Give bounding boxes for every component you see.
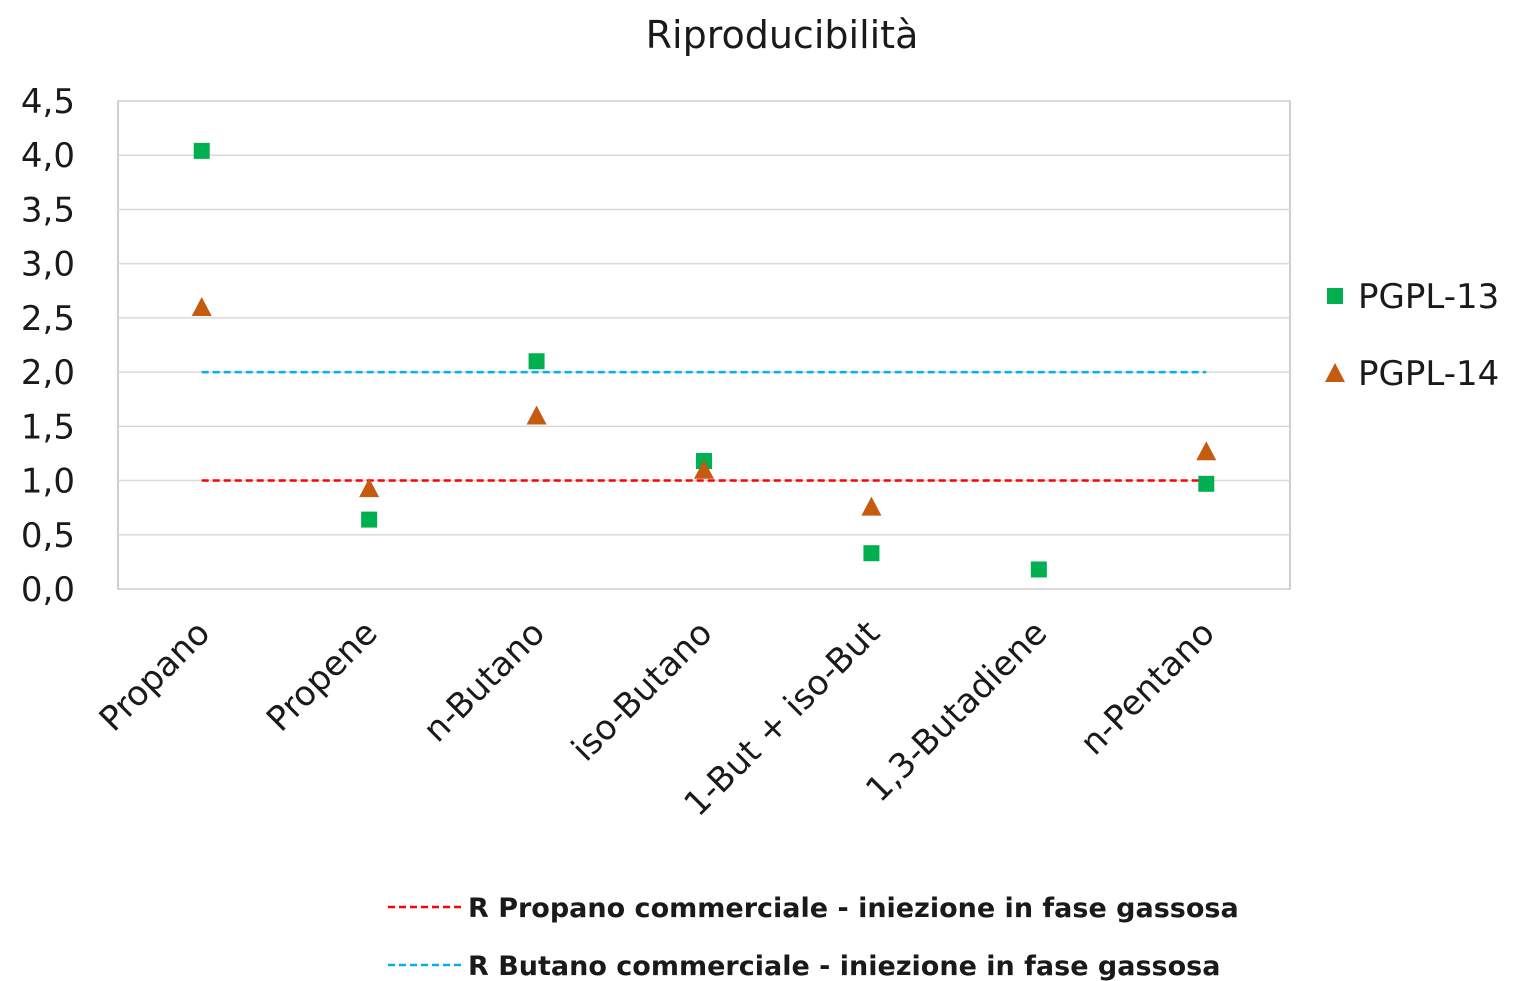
y-tick-label: 2,5 [21, 299, 75, 339]
legend-label: PGPL-13 [1358, 277, 1499, 317]
square-marker [1030, 561, 1047, 578]
reference-legend-label: R Propano commerciale - iniezione in fas… [468, 893, 1239, 924]
square-marker [361, 511, 378, 528]
x-category-label: Propene [259, 613, 386, 740]
x-category-label: n-Pentano [1073, 613, 1223, 763]
y-tick-label: 4,0 [21, 136, 75, 176]
y-tick-label: 3,0 [21, 245, 75, 285]
chart-title: Riproducibilità [646, 13, 919, 57]
square-marker [528, 353, 545, 370]
square-marker [193, 142, 210, 159]
y-tick-label: 1,5 [21, 407, 75, 447]
x-category-label: n-Butano [416, 613, 553, 750]
triangle-marker [526, 405, 547, 425]
y-tick-label: 3,5 [21, 190, 75, 230]
x-category-label: 1,3-Butadiene [858, 613, 1055, 810]
triangle-marker [861, 496, 882, 516]
legend-triangle-icon [1325, 363, 1345, 382]
square-marker [1198, 475, 1215, 492]
triangle-marker [694, 459, 714, 479]
y-tick-label: 1,0 [21, 462, 75, 502]
legend-label: PGPL-14 [1358, 354, 1499, 394]
plot-area [117, 100, 1291, 590]
y-tick-label: 4,5 [21, 82, 75, 122]
legend: PGPL-13 PGPL-14 [1325, 277, 1499, 394]
x-category-label: iso-Butano [564, 613, 720, 769]
gridlines [118, 100, 1290, 590]
legend-square-icon [1327, 288, 1343, 304]
y-tick-label: 2,0 [21, 353, 75, 393]
y-axis-ticks: 0,0 0,5 1,0 1,5 2,0 2,5 3,0 3,5 4,0 4,5 [21, 82, 75, 610]
triangle-marker [1196, 441, 1217, 461]
square-marker [863, 545, 880, 562]
triangle-marker [191, 297, 212, 317]
x-category-label: Propano [92, 613, 218, 739]
data-marks [191, 142, 1217, 578]
reference-legend-label: R Butano commerciale - iniezione in fase… [468, 951, 1220, 981]
triangle-marker [359, 478, 380, 498]
y-tick-label: 0,0 [21, 570, 75, 610]
reference-legend: R Propano commerciale - iniezione in fas… [388, 893, 1239, 981]
y-tick-label: 0,5 [21, 516, 75, 556]
